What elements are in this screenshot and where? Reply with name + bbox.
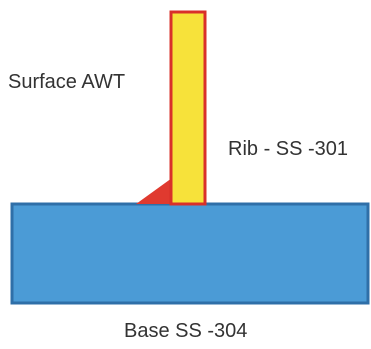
base-label: Base SS -304	[124, 320, 248, 342]
rib-label: Rib - SS -301	[228, 138, 349, 160]
weld-fillet	[136, 178, 172, 204]
rib-plate	[169, 10, 207, 206]
weld-label: Surface AWT	[8, 71, 126, 93]
base-plate	[10, 202, 370, 305]
